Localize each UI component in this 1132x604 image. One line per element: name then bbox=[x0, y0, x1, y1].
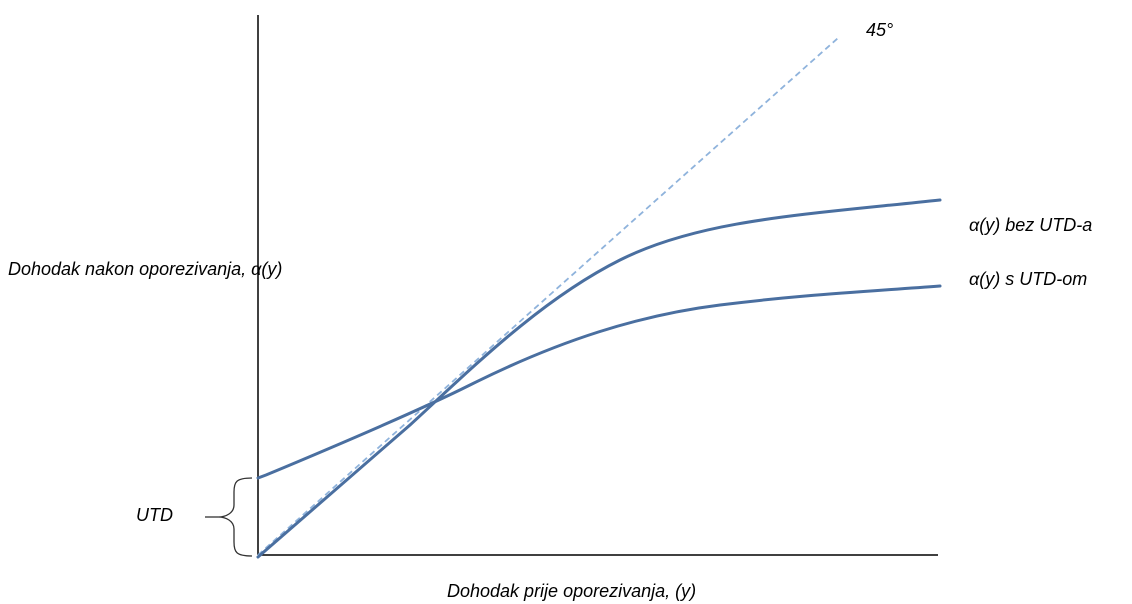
utd-brace bbox=[217, 477, 253, 557]
label-curve-with-utd: α(y) s UTD-om bbox=[969, 269, 1087, 289]
label-45-degree: 45° bbox=[866, 20, 893, 40]
x-axis-label: Dohodak prije oporezivanja, (y) bbox=[447, 581, 696, 601]
degree-45-line bbox=[257, 37, 839, 556]
label-curve-without-utd: α(y) bez UTD-a bbox=[969, 215, 1092, 235]
label-utd: UTD bbox=[136, 505, 173, 525]
curve-without-utd bbox=[256, 198, 942, 559]
curve-with-utd bbox=[256, 284, 942, 480]
y-axis-label: Dohodak nakon oporezivanja, α(y) bbox=[8, 259, 282, 279]
